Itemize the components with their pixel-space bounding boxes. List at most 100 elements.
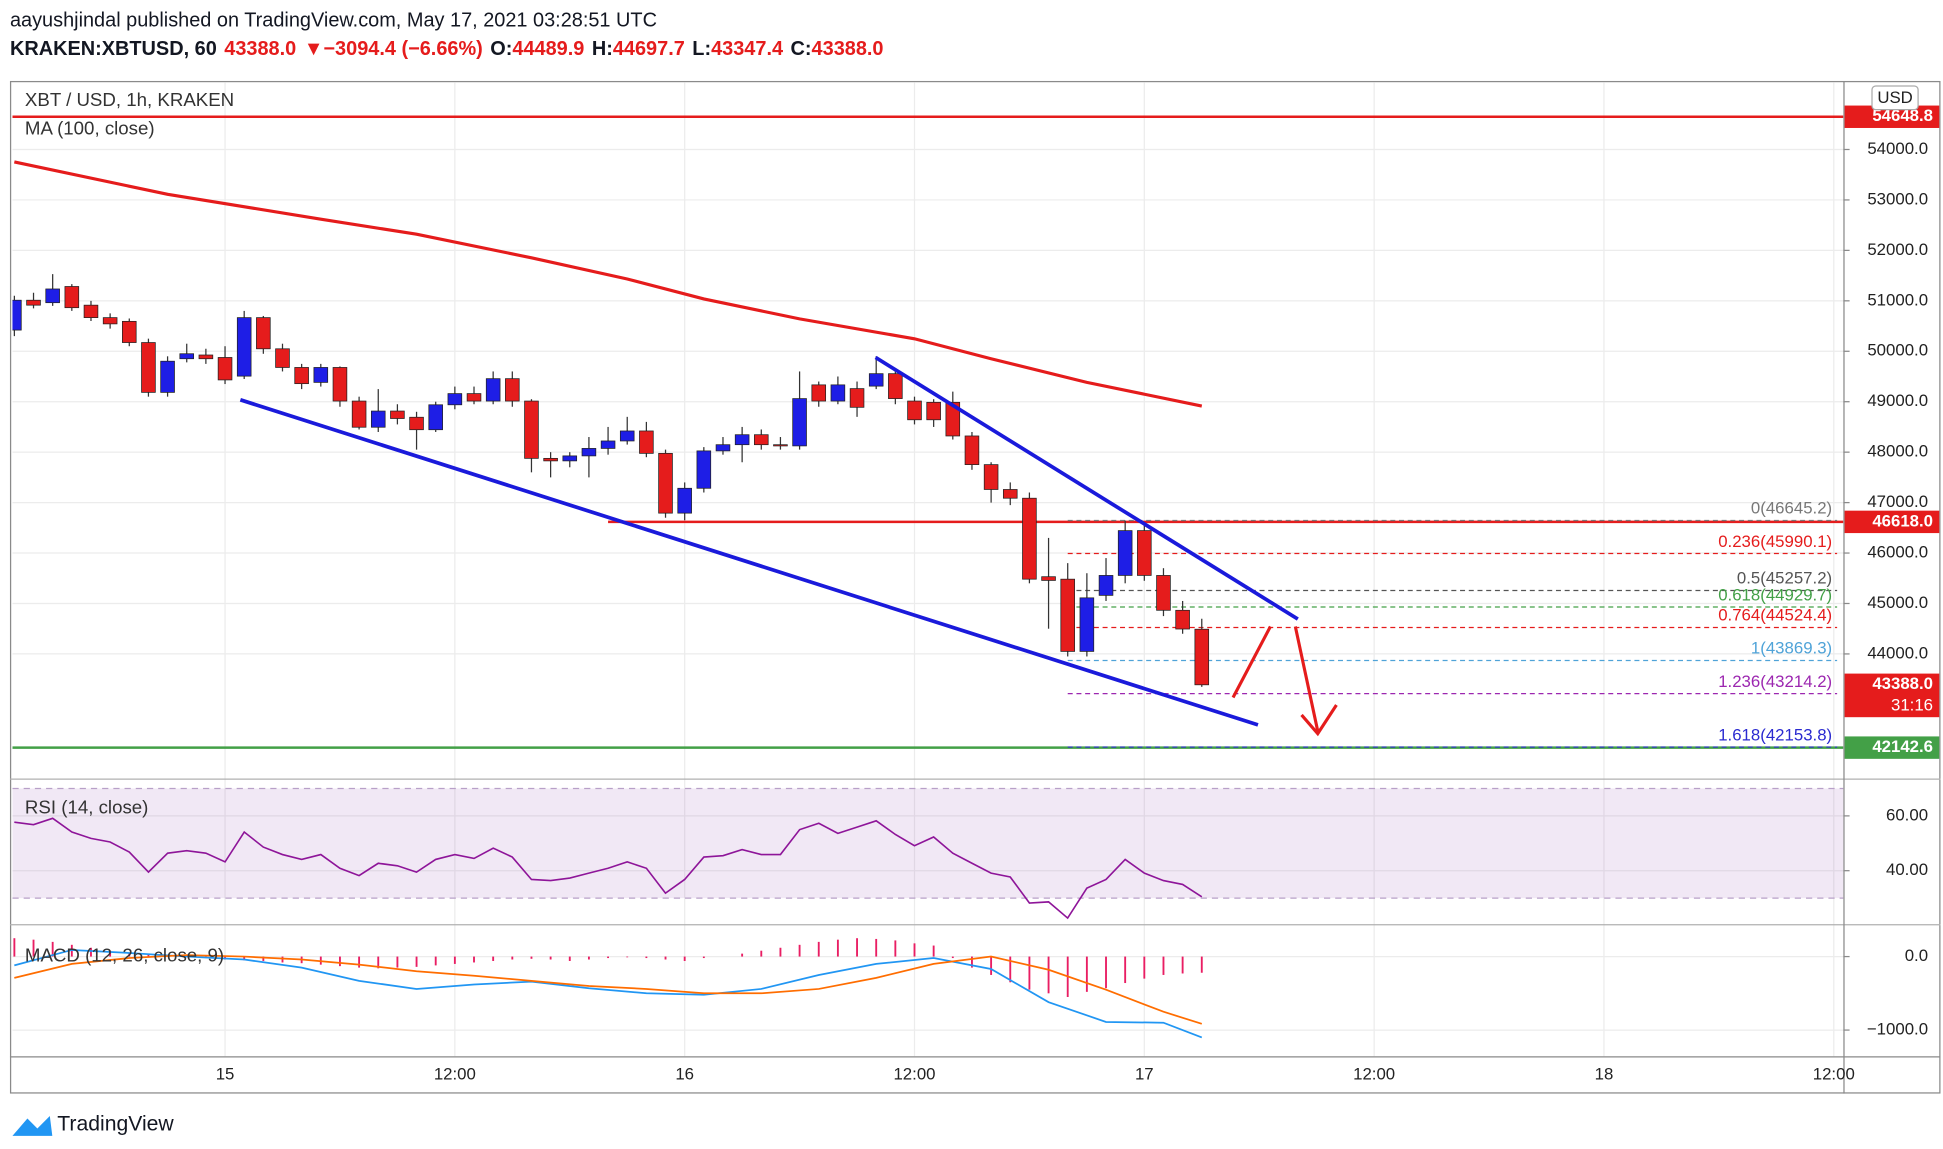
currency-box[interactable] [1871,85,1919,111]
candle-body [677,487,692,514]
fib-label: 0.764(44524.4) [1718,606,1832,625]
candle-body [1175,609,1190,630]
candle-body [64,286,80,309]
histogram-bar [473,956,475,963]
change: −3094.4 (−6.66%) [323,38,482,60]
histogram-bar [913,943,916,957]
histogram-bar [453,956,456,964]
fib-label: 0.236(45990.1) [1718,532,1832,551]
candle-body [1060,578,1075,652]
histogram-bar [1028,956,1031,990]
candle-body [466,393,482,402]
y-tick-label: −1000.0 [1867,1020,1928,1039]
low: 43347.4 [711,38,783,60]
histogram-bar [377,956,380,969]
candle-body [639,430,654,454]
candle-body [351,400,367,428]
x-tick-label: 18 [1595,1064,1614,1083]
open: 44489.9 [512,38,584,60]
histogram-bar [530,956,533,959]
candle-body [600,440,616,449]
histogram-bar [243,956,246,961]
fib-label: 1.236(43214.2) [1718,672,1832,691]
candle-body [26,299,41,306]
histogram-bar [1181,956,1184,974]
histogram-bar [51,941,54,957]
arrow [1293,626,1320,732]
candle-body [447,393,463,406]
arrow-head [1300,704,1338,737]
histogram-bar [90,947,92,957]
x-tick-label: 12:00 [434,1064,476,1083]
l-label: L: [692,38,711,60]
candle-body [1041,576,1056,581]
candle-body [390,410,405,419]
candle-body [734,434,750,446]
histogram-bar [32,939,35,957]
histogram-bar [511,956,514,960]
histogram-bar [147,954,150,957]
candle-body [294,367,309,385]
candle-body [12,299,22,331]
candle-body [888,373,903,399]
arrow [1231,625,1272,699]
histogram-bar [13,938,16,957]
drawings [239,355,1338,737]
histogram-bar [1124,956,1127,984]
candle-body [715,444,731,452]
candle-body [485,378,501,402]
histogram-bar [760,950,763,957]
legend-macd: MACD (12, 26, close, 9) [25,944,224,965]
price-tag-label: 42142.6 [1872,737,1933,756]
histogram-bar [281,956,284,963]
y-tick-label: 60.00 [1886,805,1928,824]
candle-body [217,357,233,381]
axes: 15 12:00 16 12:00 17 12:00 18 12:00 54000.0 53000… [216,105,1940,1083]
histogram-bar [109,950,112,957]
y-tick-label: 48000.0 [1867,442,1928,461]
y-tick-label: 46000.0 [1867,542,1928,561]
fib-label: 1.618(42153.8) [1718,725,1832,744]
histogram-bar [836,939,839,957]
candle-body [543,457,558,462]
fib-label: 0.5(45257.2) [1737,569,1832,588]
price-tag-label: 46618.0 [1872,511,1933,530]
countdown: 31:16 [1891,695,1933,714]
y-tick-label: 53000.0 [1867,189,1928,208]
trend-line [874,355,1299,621]
histogram-bar [645,956,648,959]
histogram-bar [1085,956,1088,992]
histogram-bar [1162,956,1165,975]
candle-body [658,452,673,514]
candle-body [313,367,329,383]
legend-ma: MA (100, close) [25,117,155,138]
histogram-bar [817,941,820,957]
legend-rsi: RSI (14, close) [25,796,148,817]
candle-body [1137,530,1152,576]
candle-body [409,416,424,431]
candle-body [428,404,443,431]
last-price-tag [1844,673,1940,718]
candle-body [754,434,769,446]
logo-shape [12,1115,53,1136]
c-label: C: [791,38,812,60]
candle-body [1117,530,1133,576]
histogram-bar [128,952,131,957]
candle-body [236,317,252,377]
brand-logo [12,1115,53,1136]
y-tick-label: 51000.0 [1867,290,1928,309]
candle-body [907,400,922,421]
candle-body [332,367,348,402]
y-tick-label: 50000.0 [1867,341,1928,360]
candle-body [83,304,99,318]
candle-body [830,384,846,402]
legend-symbol: XBT / USD, 1h, KRAKEN [25,89,234,110]
price-tag-label: 54648.8 [1872,106,1933,125]
trend-line [239,398,1259,727]
candle-body [256,317,271,350]
histogram-bar [951,956,954,959]
candle-body [524,400,539,459]
x-tick-label: 12:00 [1353,1064,1395,1083]
candle-body [562,455,578,462]
close: 43388.0 [812,38,884,60]
